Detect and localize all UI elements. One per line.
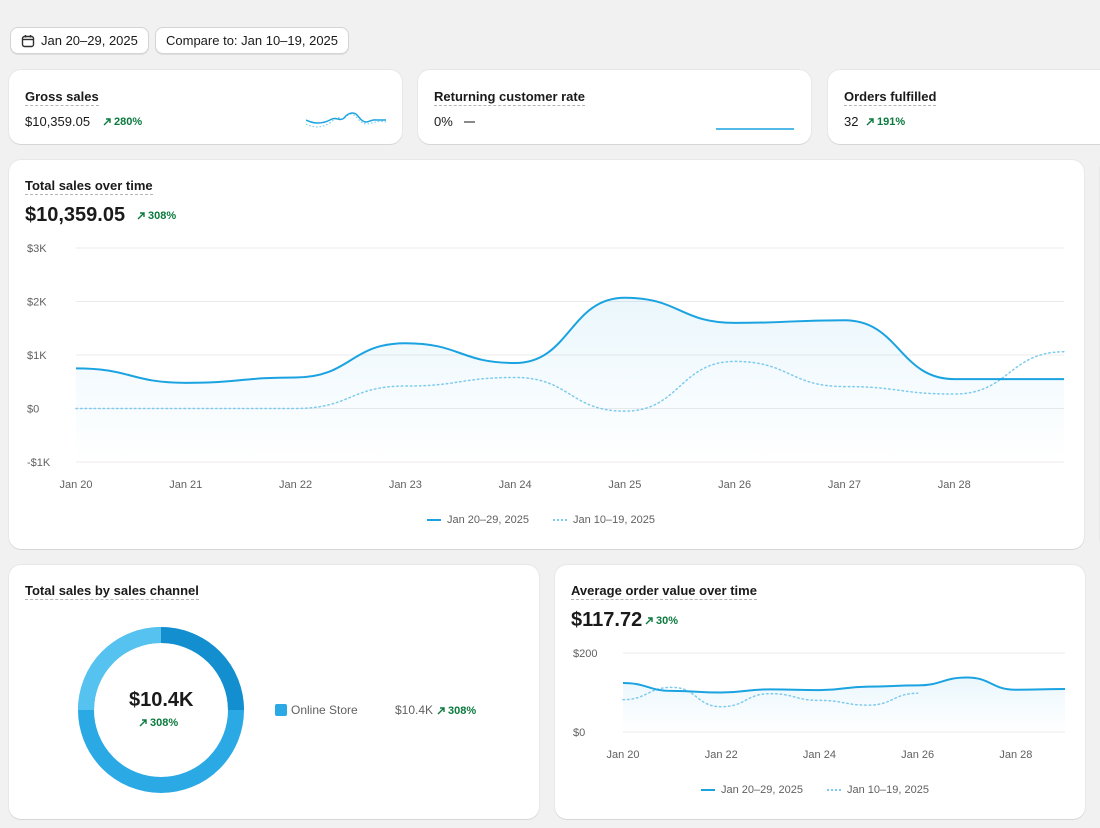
calendar-icon xyxy=(21,34,35,47)
donut-highlight-segment xyxy=(160,627,244,711)
y-tick-label: $200 xyxy=(573,648,597,660)
arrow-up-right-icon xyxy=(437,707,445,715)
returning-rate-title[interactable]: Returning customer rate xyxy=(434,89,585,106)
x-tick-label: Jan 22 xyxy=(279,479,312,490)
gross-sales-delta: 280% xyxy=(103,116,142,128)
series-previous-line xyxy=(622,686,919,708)
aov-title[interactable]: Average order value over time xyxy=(571,583,757,600)
arrow-up-right-icon xyxy=(103,118,111,126)
x-tick-label: Jan 26 xyxy=(718,479,751,490)
legend-current-label: Jan 20–29, 2025 xyxy=(447,514,529,526)
orders-fulfilled-title[interactable]: Orders fulfilled xyxy=(844,89,937,106)
legend-previous-label: Jan 10–19, 2025 xyxy=(572,514,655,526)
y-tick-label: $0 xyxy=(573,727,585,739)
online-store-swatch xyxy=(275,704,287,716)
x-tick-label: Jan 26 xyxy=(901,749,934,761)
date-range-button[interactable]: Jan 20–29, 2025 xyxy=(10,27,149,54)
total-sales-delta: 308% xyxy=(137,210,176,222)
legend-swatch-previous xyxy=(826,789,841,791)
online-store-value: $10.4K xyxy=(395,703,434,717)
gross-sales-sparkline xyxy=(306,112,386,128)
aov-delta: 30% xyxy=(645,615,678,627)
returning-rate-card[interactable]: Returning customer rate 0% xyxy=(418,70,811,144)
no-change-dash xyxy=(464,121,475,123)
x-tick-label: Jan 24 xyxy=(803,749,836,761)
channel-center-value: $10.4K xyxy=(129,689,194,711)
total-sales-card: Total sales over time $10,359.05 308% $3… xyxy=(9,160,1084,549)
y-tick-label: $0 xyxy=(27,404,39,416)
legend-swatch-current xyxy=(701,789,715,791)
x-tick-label: Jan 28 xyxy=(999,749,1032,761)
x-tick-label: Jan 23 xyxy=(389,479,422,490)
total-sales-title[interactable]: Total sales over time xyxy=(25,178,153,195)
aov-legend: Jan 20–29, 2025 Jan 10–19, 2025 xyxy=(701,784,929,796)
orders-fulfilled-value: 32 xyxy=(844,114,859,129)
arrow-up-right-icon xyxy=(139,719,147,727)
gross-sales-card[interactable]: Gross sales $10,359.05 280% xyxy=(9,70,402,144)
x-tick-label: Jan 28 xyxy=(938,479,971,490)
x-tick-label: Jan 27 xyxy=(828,479,861,490)
returning-rate-value: 0% xyxy=(434,114,453,129)
series-previous-line xyxy=(75,351,1065,412)
online-store-label: Online Store xyxy=(291,703,358,717)
gross-sales-title[interactable]: Gross sales xyxy=(25,89,99,106)
y-tick-label: -$1K xyxy=(27,457,51,469)
x-tick-label: Jan 24 xyxy=(499,479,532,490)
online-store-delta: 308% xyxy=(437,705,476,717)
orders-fulfilled-delta: 191% xyxy=(866,116,905,128)
arrow-up-right-icon xyxy=(137,212,145,220)
x-tick-label: Jan 20 xyxy=(606,749,639,761)
arrow-up-right-icon xyxy=(645,617,653,625)
y-tick-label: $2K xyxy=(27,297,47,309)
legend-swatch-current xyxy=(427,519,441,521)
orders-fulfilled-card[interactable]: Orders fulfilled 32 191% xyxy=(828,70,1100,144)
aov-card: Average order value over time $117.72 30… xyxy=(555,565,1085,819)
x-tick-label: Jan 22 xyxy=(705,749,738,761)
compare-label: Compare to: Jan 10–19, 2025 xyxy=(166,33,339,48)
total-sales-chart: $3K $2K $1K $0 -$1K Jan 20 Jan 21 Jan 22 Jan 23 J… xyxy=(27,243,1065,490)
series-current-area xyxy=(623,677,1065,732)
channel-title[interactable]: Total sales by sales channel xyxy=(25,583,199,600)
channel-center-delta: 308% xyxy=(139,717,178,729)
arrow-up-right-icon xyxy=(866,118,874,126)
gross-sales-value: $10,359.05 xyxy=(25,114,91,129)
donut-light-segment xyxy=(78,627,162,711)
legend-previous-label: Jan 10–19, 2025 xyxy=(846,784,929,796)
returning-rate-sparkline xyxy=(716,128,794,130)
total-sales-legend: Jan 20–29, 2025 Jan 10–19, 2025 xyxy=(427,514,655,526)
legend-current-label: Jan 20–29, 2025 xyxy=(721,784,803,796)
channel-card: Total sales by sales channel $10.4K 308%… xyxy=(9,565,539,819)
channel-donut-chart xyxy=(78,627,244,793)
series-current-line xyxy=(75,296,1064,384)
compare-button[interactable]: Compare to: Jan 10–19, 2025 xyxy=(155,27,350,54)
date-range-label: Jan 20–29, 2025 xyxy=(41,33,138,48)
y-tick-label: $1K xyxy=(27,350,47,362)
x-tick-label: Jan 21 xyxy=(169,479,202,490)
aov-value: $117.72 xyxy=(571,609,643,631)
x-tick-label: Jan 20 xyxy=(59,479,92,490)
total-sales-value: $10,359.05 xyxy=(25,204,126,226)
series-current-line xyxy=(622,676,1066,694)
y-tick-label: $3K xyxy=(27,243,47,255)
legend-swatch-previous xyxy=(552,519,567,521)
aov-chart: $200 $0 Jan 20 Jan 22 Jan 24 Jan 26 Jan 28 xyxy=(573,648,1066,761)
x-tick-label: Jan 25 xyxy=(608,479,641,490)
series-current-area xyxy=(76,297,1064,462)
